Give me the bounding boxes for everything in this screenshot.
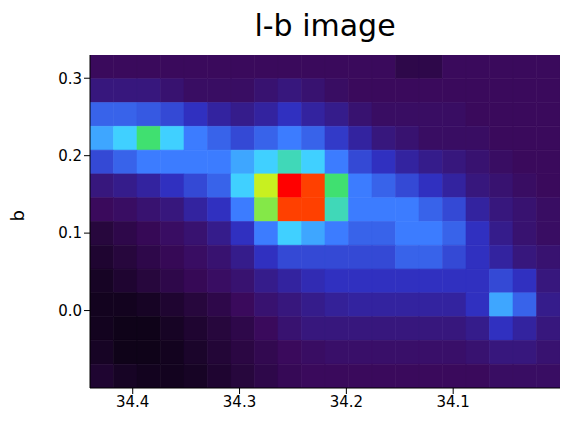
svg-text:34.1: 34.1	[436, 393, 469, 411]
svg-text:0.3: 0.3	[58, 70, 82, 88]
svg-text:b: b	[7, 210, 28, 221]
svg-text:34.2: 34.2	[330, 393, 363, 411]
svg-text:0.1: 0.1	[58, 224, 82, 242]
svg-text:34.3: 34.3	[223, 393, 256, 411]
svg-text:34.4: 34.4	[116, 393, 149, 411]
html-text:l-b image: l-b image	[254, 8, 396, 43]
svg-text:0.2: 0.2	[58, 147, 82, 165]
svg-text:0.0: 0.0	[58, 302, 82, 320]
